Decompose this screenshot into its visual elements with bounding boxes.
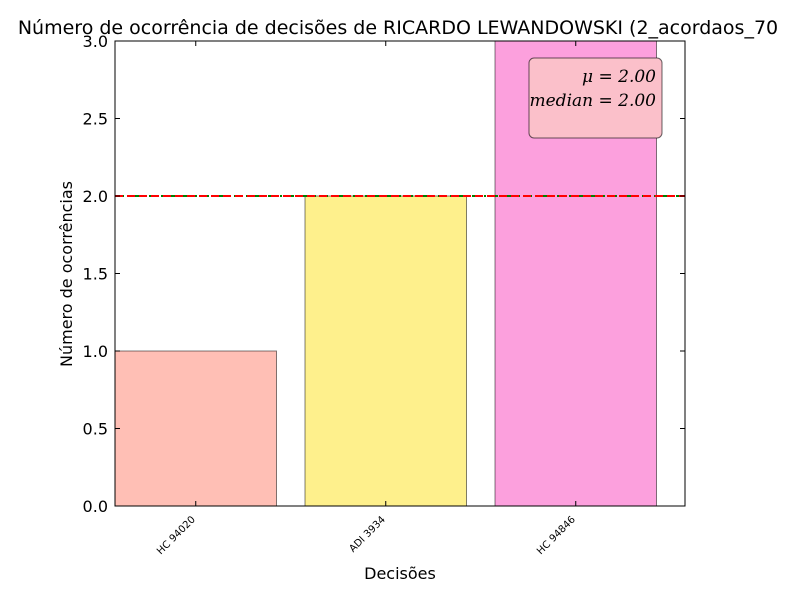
x-tick-label: HC 94020 (155, 514, 198, 557)
bar-hc-94020 (114, 350, 277, 507)
x-tick-label: HC 94846 (535, 514, 578, 557)
chart-title: Número de ocorrência de decisões de RICA… (18, 17, 778, 39)
median-stat-text: median = 2.00 (530, 91, 657, 111)
y-tick-label: 0.0 (83, 497, 108, 516)
mean-stat-text: μ = 2.00 (582, 67, 656, 87)
y-tick-label: 2.5 (83, 110, 108, 129)
y-tick-label: 3.0 (83, 32, 108, 51)
x-axis-label: Decisões (364, 564, 436, 583)
x-tick-label: ADI 3934 (347, 514, 387, 554)
y-tick-label: 0.5 (83, 420, 108, 439)
bar-adi-3934 (304, 195, 467, 507)
y-tick-label: 1.5 (83, 265, 108, 284)
stats-box: μ = 2.00 median = 2.00 (528, 57, 663, 139)
plot-area-frame (114, 40, 686, 507)
y-axis-label: Número de ocorrências (57, 181, 76, 367)
y-tick-label: 1.0 (83, 342, 108, 361)
y-tick-label: 2.0 (83, 187, 108, 206)
